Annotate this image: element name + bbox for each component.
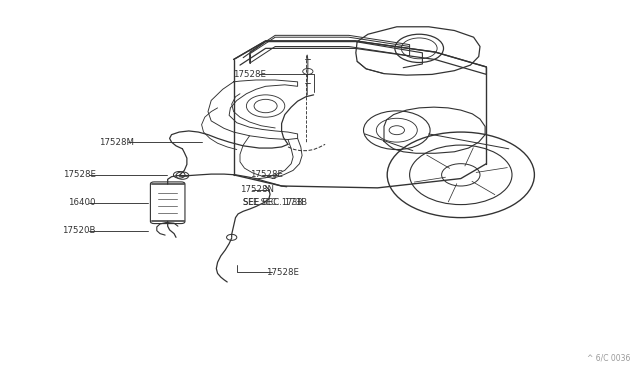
Text: SEE SEC. 173B: SEE SEC. 173B bbox=[243, 198, 307, 207]
Text: ^ 6/C 0036: ^ 6/C 0036 bbox=[587, 354, 630, 363]
Text: 17528E: 17528E bbox=[266, 268, 299, 277]
Text: 17528M: 17528M bbox=[99, 138, 134, 147]
Text: SEE SEC. 173B: SEE SEC. 173B bbox=[243, 198, 303, 207]
FancyBboxPatch shape bbox=[150, 182, 185, 224]
Text: 17520B: 17520B bbox=[63, 226, 96, 235]
Text: 17528E: 17528E bbox=[63, 170, 96, 179]
Text: 17528N: 17528N bbox=[240, 185, 274, 194]
Text: 17528E: 17528E bbox=[232, 70, 266, 79]
Text: 17528E: 17528E bbox=[250, 170, 283, 179]
Text: 16400: 16400 bbox=[68, 198, 96, 207]
